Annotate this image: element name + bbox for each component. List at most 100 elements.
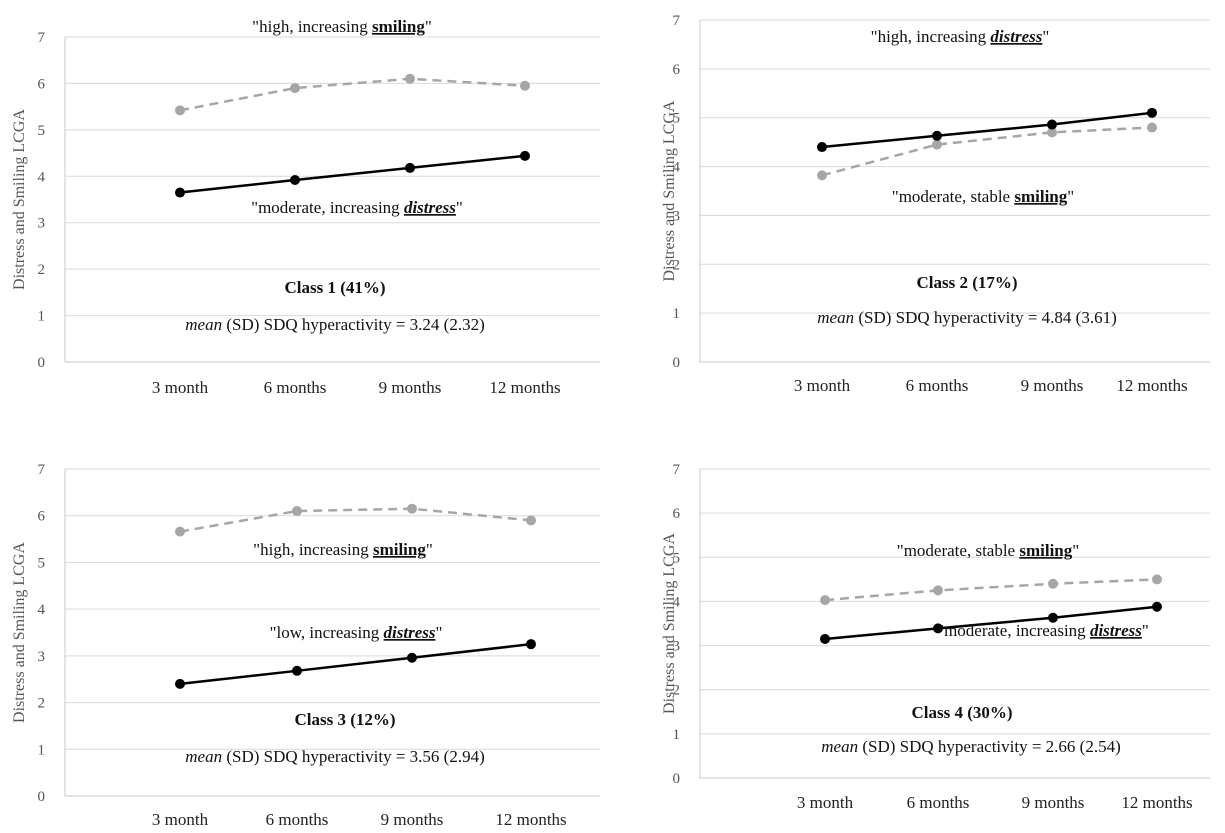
- x-tick-label-1: 3 month: [794, 376, 851, 395]
- distress-series-line: [821, 111, 1153, 149]
- class-label: Class 3 (12%): [294, 710, 395, 729]
- smiling-annotation-keyword: smiling: [1019, 541, 1072, 560]
- x-tick-label-3: 9 months: [381, 810, 444, 829]
- y-axis-label: Distress and Smiling LCGA: [11, 542, 28, 723]
- y-tick-label-3: 3: [38, 216, 46, 232]
- y-tick-label-3: 3: [673, 208, 681, 224]
- y-tick-label-2: 2: [38, 262, 46, 278]
- y-tick-label-4: 4: [38, 602, 46, 618]
- distress-annotation: "moderate, increasing distress": [251, 198, 463, 217]
- x-tick-label-4: 12 months: [489, 378, 560, 397]
- chart-panel-2: 0 1 2 3 4 5 6 7 Distress and Smiling LCGA 3 month…: [661, 13, 1210, 395]
- smiling-point-1: [817, 170, 827, 181]
- distress-point-3: [1048, 612, 1058, 623]
- distress-point-4: [520, 150, 530, 161]
- smiling-annotation-keyword: smiling: [372, 17, 425, 36]
- y-tick-label-0: 0: [38, 789, 46, 805]
- y-tick-label-0: 0: [673, 355, 681, 371]
- smiling-annotation-prefix: "moderate, stable: [897, 541, 1020, 560]
- distress-series-line: [824, 605, 1158, 641]
- y-tick-label-1: 1: [673, 727, 681, 743]
- y-tick-label-7: 7: [38, 30, 46, 46]
- smiling-annotation: "moderate, stable smiling": [892, 187, 1074, 206]
- smiling-point-3: [1048, 578, 1058, 589]
- y-tick-label-4: 4: [38, 169, 46, 185]
- distress-point-1: [175, 187, 185, 198]
- smiling-point-2: [932, 139, 942, 150]
- distress-point-3: [407, 652, 417, 663]
- distress-annotation-keyword: distress: [1090, 621, 1142, 640]
- smiling-point-4: [1147, 122, 1157, 133]
- distress-point-2: [933, 623, 943, 634]
- y-tick-label-4: 4: [673, 594, 681, 610]
- y-tick-label-0: 0: [673, 771, 681, 787]
- x-tick-label-3: 9 months: [1022, 793, 1085, 812]
- smiling-point-3: [405, 73, 415, 84]
- x-tick-label-1: 3 month: [152, 810, 209, 829]
- distress-point-4: [1152, 601, 1162, 612]
- x-tick-label-2: 6 months: [906, 376, 969, 395]
- x-tick-label-2: 6 months: [266, 810, 329, 829]
- stat-mean-word: mean: [821, 737, 858, 756]
- x-tick-label-4: 12 months: [495, 810, 566, 829]
- smiling-annotation-suffix: ": [425, 17, 432, 36]
- distress-annotation-prefix: "high, increasing: [871, 27, 991, 46]
- distress-point-1: [175, 678, 185, 689]
- y-tick-label-1: 1: [673, 306, 681, 322]
- stat-text: (SD) SDQ hyperactivity = 2.66 (2.54): [858, 737, 1121, 756]
- x-tick-label-4: 12 months: [1116, 376, 1187, 395]
- distress-point-3: [1047, 119, 1057, 130]
- x-tick-label-3: 9 months: [1021, 376, 1084, 395]
- smiling-annotation: "high, increasing smiling": [252, 17, 432, 36]
- y-tick-label-7: 7: [673, 13, 681, 29]
- smiling-annotation: "high, increasing smiling": [253, 540, 433, 559]
- distress-annotation: "moderate, increasing distress": [937, 621, 1149, 640]
- smiling-point-1: [175, 105, 185, 116]
- distress-annotation-prefix: "moderate, increasing: [937, 621, 1090, 640]
- smiling-annotation-suffix: ": [426, 540, 433, 559]
- smiling-annotation-prefix: "high, increasing: [252, 17, 372, 36]
- distress-point-4: [526, 639, 536, 650]
- y-tick-label-5: 5: [38, 555, 46, 571]
- distress-point-2: [290, 175, 300, 185]
- distress-series-line: [179, 154, 526, 194]
- smiling-annotation-keyword: smiling: [373, 540, 426, 559]
- smiling-annotation-keyword: smiling: [1014, 187, 1067, 206]
- distress-point-1: [817, 142, 827, 153]
- smiling-series-line: [179, 77, 526, 112]
- distress-annotation-keyword: distress: [404, 198, 456, 217]
- distress-annotation-suffix: ": [435, 623, 442, 642]
- y-tick-label-0: 0: [38, 355, 46, 371]
- y-tick-label-7: 7: [673, 462, 681, 478]
- chart-panel-4: 0 1 2 3 4 5 6 7 Distress and Smiling LCGA 3 month…: [661, 462, 1210, 812]
- x-tick-label-2: 6 months: [907, 793, 970, 812]
- y-tick-label-1: 1: [38, 309, 46, 325]
- x-tick-label-3: 9 months: [379, 378, 442, 397]
- smiling-annotation-suffix: ": [1067, 187, 1074, 206]
- x-tick-label-4: 12 months: [1121, 793, 1192, 812]
- smiling-point-2: [933, 585, 943, 596]
- y-tick-label-3: 3: [38, 649, 46, 665]
- distress-annotation-suffix: ": [1042, 27, 1049, 46]
- y-tick-label-6: 6: [38, 76, 46, 92]
- hyperactivity-stat: mean (SD) SDQ hyperactivity = 3.24 (2.32…: [185, 315, 485, 334]
- smiling-series-line: [824, 578, 1158, 602]
- distress-point-2: [932, 130, 942, 141]
- y-tick-label-3: 3: [673, 639, 681, 655]
- smiling-annotation: "moderate, stable smiling": [897, 541, 1079, 560]
- smiling-annotation-suffix: ": [1072, 541, 1079, 560]
- x-tick-label-1: 3 month: [152, 378, 209, 397]
- smiling-point-4: [526, 515, 536, 526]
- distress-point-1: [820, 633, 830, 644]
- y-tick-label-2: 2: [673, 257, 681, 273]
- distress-point-4: [1147, 107, 1157, 118]
- stat-mean-word: mean: [185, 747, 222, 766]
- distress-annotation: "low, increasing distress": [270, 623, 443, 642]
- stat-text: (SD) SDQ hyperactivity = 3.56 (2.94): [222, 747, 485, 766]
- stat-mean-word: mean: [185, 315, 222, 334]
- y-tick-label-6: 6: [38, 509, 46, 525]
- hyperactivity-stat: mean (SD) SDQ hyperactivity = 3.56 (2.94…: [185, 747, 485, 766]
- y-tick-label-2: 2: [38, 696, 46, 712]
- stat-mean-word: mean: [817, 308, 854, 327]
